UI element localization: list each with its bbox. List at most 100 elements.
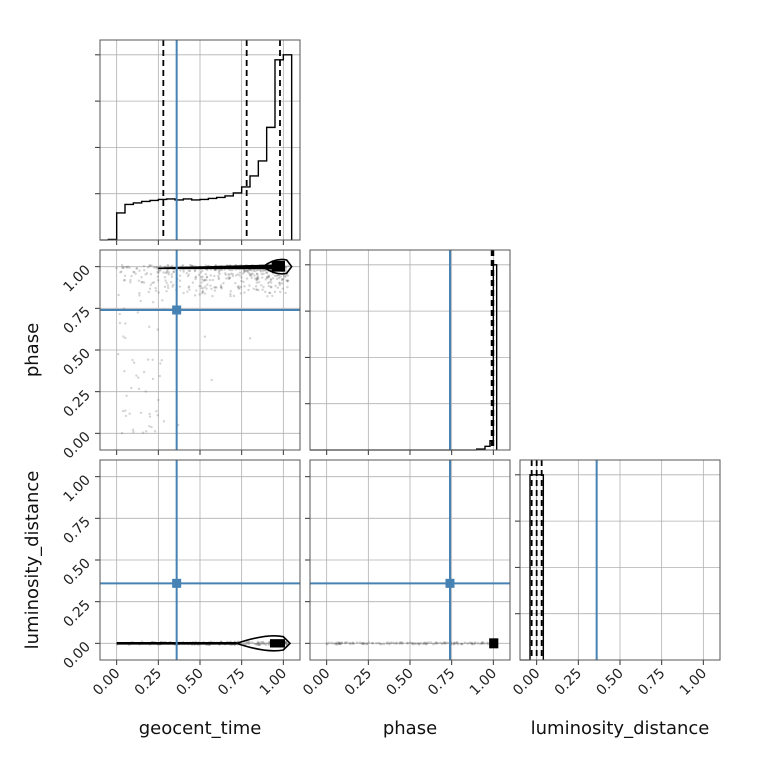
sample-point xyxy=(120,270,123,273)
sample-point xyxy=(240,279,243,283)
sample-point xyxy=(142,370,146,374)
sample-point xyxy=(247,640,250,644)
frames-layer xyxy=(99,39,721,661)
sample-point xyxy=(425,642,428,646)
sample-point xyxy=(163,285,167,289)
sample-point xyxy=(203,279,206,282)
sample-point xyxy=(406,641,410,645)
sample-point xyxy=(284,265,287,268)
sample-point xyxy=(267,284,271,288)
sample-point xyxy=(375,641,378,645)
sample-point xyxy=(241,272,245,275)
sample-point xyxy=(261,641,265,644)
sample-point xyxy=(284,270,288,273)
sample-point xyxy=(256,268,260,272)
sample-point xyxy=(401,642,404,645)
sample-point xyxy=(128,412,131,415)
sample-point xyxy=(278,281,281,284)
sample-point xyxy=(433,642,437,645)
sample-point xyxy=(178,274,182,277)
sample-point xyxy=(243,270,246,273)
sample-point xyxy=(213,286,216,289)
ytick-label: 0.50 xyxy=(60,556,93,589)
sample-point xyxy=(132,430,135,434)
xtick-label: 1.00 xyxy=(257,666,290,699)
sample-point xyxy=(435,641,438,645)
sample-point xyxy=(265,642,268,645)
sample-point xyxy=(460,642,464,646)
sample-point xyxy=(187,286,190,289)
sample-point xyxy=(193,294,197,297)
sample-point xyxy=(257,280,261,284)
sample-point xyxy=(255,276,259,280)
sample-point xyxy=(262,272,265,276)
sample-point xyxy=(480,641,484,645)
sample-point xyxy=(239,285,243,289)
sample-point xyxy=(286,274,290,277)
sample-point xyxy=(197,273,201,277)
sample-point xyxy=(149,272,153,276)
sample-point xyxy=(170,275,174,279)
sample-point xyxy=(137,279,141,282)
sample-point xyxy=(120,266,124,269)
sample-point xyxy=(268,643,271,647)
sample-point xyxy=(325,642,328,645)
sample-point xyxy=(205,275,209,278)
sample-point xyxy=(140,276,143,279)
sample-point xyxy=(202,279,205,282)
sample-point xyxy=(200,278,204,281)
sample-point xyxy=(148,415,152,418)
sample-point xyxy=(124,409,127,412)
sample-point xyxy=(181,264,184,267)
sample-point xyxy=(252,269,255,273)
sample-point xyxy=(278,283,282,287)
sample-point xyxy=(468,641,472,645)
sample-point xyxy=(338,642,342,645)
sample-point xyxy=(284,641,287,644)
sample-point xyxy=(243,285,246,288)
sample-point xyxy=(264,643,268,647)
sample-point xyxy=(125,394,128,397)
x-axis-label-geocent-time: geocent_time xyxy=(139,718,262,739)
sample-point xyxy=(187,285,191,288)
sample-point xyxy=(148,424,151,428)
sample-point xyxy=(476,641,480,645)
sample-point xyxy=(156,413,159,417)
sample-point xyxy=(255,642,259,645)
sample-point xyxy=(206,268,209,272)
sample-point xyxy=(151,300,155,304)
sample-point xyxy=(258,643,262,647)
sample-point xyxy=(249,274,253,277)
sample-point xyxy=(284,641,288,644)
sample-point xyxy=(248,273,252,276)
sample-point xyxy=(240,276,243,279)
sample-point xyxy=(282,274,286,277)
sample-point xyxy=(229,294,232,298)
sample-point xyxy=(262,269,265,273)
sample-point xyxy=(273,290,277,294)
sample-point xyxy=(236,273,239,276)
sample-point xyxy=(267,274,270,277)
sample-point xyxy=(427,641,430,645)
sample-point xyxy=(390,641,394,645)
sample-point xyxy=(335,642,339,646)
sample-point xyxy=(159,362,162,365)
sample-point xyxy=(165,270,169,273)
sample-point xyxy=(186,274,190,278)
sample-point xyxy=(213,274,216,278)
sample-point xyxy=(148,264,151,267)
sample-point xyxy=(486,641,489,645)
sample-point xyxy=(261,642,264,645)
sample-point xyxy=(115,266,118,270)
ytick-label: 0.50 xyxy=(60,346,93,379)
sample-point xyxy=(142,281,146,284)
sample-point xyxy=(238,271,242,274)
sample-point xyxy=(172,270,176,273)
sample-point xyxy=(224,273,227,276)
sample-point xyxy=(434,641,438,644)
sample-point xyxy=(234,274,238,277)
sample-point xyxy=(234,281,237,285)
sample-point xyxy=(460,642,464,646)
sample-point xyxy=(414,642,418,645)
sample-point xyxy=(205,276,209,279)
